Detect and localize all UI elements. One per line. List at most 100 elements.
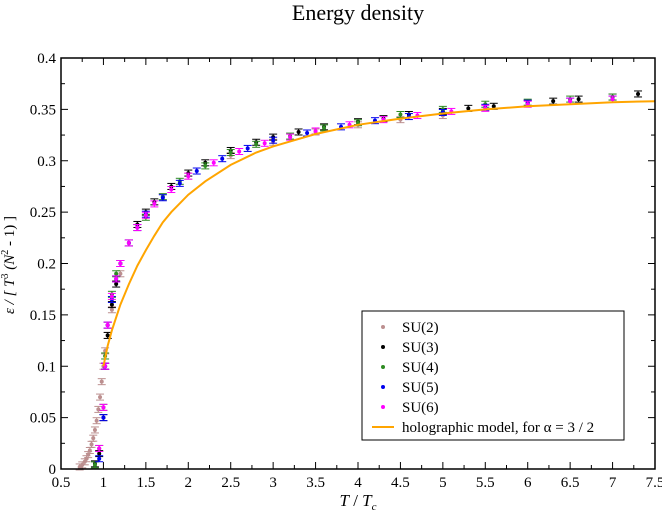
y-axis-label-exp: 2 bbox=[0, 250, 11, 255]
data-point bbox=[211, 160, 216, 165]
data-point bbox=[101, 415, 106, 420]
data-point bbox=[194, 169, 199, 174]
y-axis-label-part: (N bbox=[2, 254, 18, 274]
data-point bbox=[525, 102, 530, 107]
data-point bbox=[114, 282, 119, 287]
x-tick-label: 7 bbox=[609, 475, 617, 491]
legend-marker bbox=[381, 325, 385, 329]
data-point bbox=[92, 462, 97, 467]
data-point bbox=[262, 141, 267, 146]
data-point bbox=[94, 418, 99, 423]
data-point bbox=[99, 379, 104, 384]
y-tick-label: 0.4 bbox=[37, 51, 56, 67]
x-tick-label: 6.5 bbox=[561, 475, 580, 491]
x-tick-label: 3 bbox=[269, 475, 277, 491]
data-point bbox=[109, 307, 114, 312]
data-point bbox=[551, 99, 556, 104]
data-point bbox=[636, 91, 641, 96]
y-tick-label: 0.1 bbox=[37, 359, 56, 375]
plot-area bbox=[75, 90, 656, 471]
x-tick-label: 5.5 bbox=[476, 475, 495, 491]
data-point bbox=[114, 276, 119, 281]
data-point bbox=[254, 142, 259, 147]
legend-marker bbox=[381, 405, 385, 409]
data-point bbox=[610, 97, 615, 102]
data-point bbox=[105, 333, 110, 338]
data-point bbox=[97, 451, 102, 456]
data-point bbox=[398, 112, 403, 117]
data-point bbox=[220, 156, 225, 161]
data-point bbox=[305, 131, 310, 136]
y-tick-label: 0 bbox=[49, 462, 57, 478]
y-tick-label: 0.3 bbox=[37, 154, 56, 170]
legend-label: holographic model, for α = 3 / 2 bbox=[402, 420, 594, 436]
data-point bbox=[228, 150, 233, 155]
x-tick-label: 2.5 bbox=[221, 475, 240, 491]
y-tick-label: 0.05 bbox=[30, 411, 56, 427]
legend-marker bbox=[381, 385, 385, 389]
x-tick-label: 7.5 bbox=[646, 475, 662, 491]
data-point bbox=[105, 323, 110, 328]
y-axis-label-exp: 3 bbox=[0, 273, 11, 278]
data-point bbox=[576, 97, 581, 102]
chart-title: Energy density bbox=[292, 0, 424, 25]
y-tick-label: 0.35 bbox=[30, 102, 56, 118]
data-point bbox=[92, 427, 97, 432]
x-axis-label-sep: / bbox=[349, 491, 362, 510]
data-point bbox=[491, 104, 496, 109]
data-point bbox=[237, 149, 242, 154]
holographic-model-line bbox=[102, 100, 656, 367]
data-point bbox=[203, 163, 208, 168]
x-tick-label: 2 bbox=[185, 475, 193, 491]
x-tick-label: 1.5 bbox=[136, 475, 155, 491]
data-point bbox=[97, 456, 102, 461]
legend-label: SU(4) bbox=[402, 360, 439, 376]
x-tick-label: 6 bbox=[524, 475, 532, 491]
data-point bbox=[322, 125, 327, 130]
data-point bbox=[135, 225, 140, 230]
data-point bbox=[87, 448, 92, 453]
x-axis-label-part: T bbox=[339, 491, 350, 510]
x-tick-label: 4 bbox=[354, 475, 362, 491]
legend-box bbox=[361, 310, 625, 441]
x-tick-label: 1 bbox=[100, 475, 108, 491]
legend-marker bbox=[381, 345, 385, 349]
legend-marker bbox=[381, 365, 385, 369]
data-point bbox=[288, 135, 293, 140]
x-tick-label: 4.5 bbox=[391, 475, 410, 491]
data-point bbox=[271, 138, 276, 143]
data-point bbox=[109, 294, 114, 299]
y-axis-label-part: - 1) ] bbox=[2, 216, 18, 250]
data-point bbox=[91, 436, 96, 441]
data-point bbox=[109, 302, 114, 307]
y-axis-label-part: ε / [ T bbox=[2, 277, 18, 314]
y-tick-label: 0.2 bbox=[37, 257, 56, 273]
legend: SU(2) SU(3) SU(4) SU(5) SU(6) holographic mod… bbox=[361, 310, 625, 441]
svg-text:ε / [ T3 (N2 - 1) ]: ε / [ T3 (N2 - 1) ] bbox=[0, 216, 18, 314]
data-point bbox=[98, 395, 103, 400]
data-point bbox=[152, 201, 157, 206]
data-point bbox=[186, 174, 191, 179]
y-axis-label: ε / [ T3 (N2 - 1) ] bbox=[0, 216, 18, 314]
data-point bbox=[245, 146, 250, 151]
data-point bbox=[114, 271, 119, 276]
data-point bbox=[89, 442, 94, 447]
data-point bbox=[296, 129, 301, 134]
legend-label: SU(3) bbox=[402, 340, 439, 356]
data-point bbox=[313, 128, 318, 133]
data-point bbox=[177, 181, 182, 186]
data-point bbox=[101, 405, 106, 410]
data-point bbox=[466, 106, 471, 111]
x-axis-label-part: T bbox=[362, 491, 373, 510]
data-point bbox=[169, 187, 174, 192]
x-tick-label: 0.5 bbox=[52, 475, 71, 491]
legend-label: SU(2) bbox=[402, 320, 439, 336]
data-point bbox=[568, 99, 573, 104]
data-point bbox=[96, 407, 101, 412]
x-axis-label: T / Tc bbox=[339, 491, 376, 513]
data-point bbox=[118, 261, 123, 266]
legend-label: SU(6) bbox=[402, 400, 439, 416]
data-point bbox=[143, 213, 148, 218]
data-point bbox=[160, 195, 165, 200]
